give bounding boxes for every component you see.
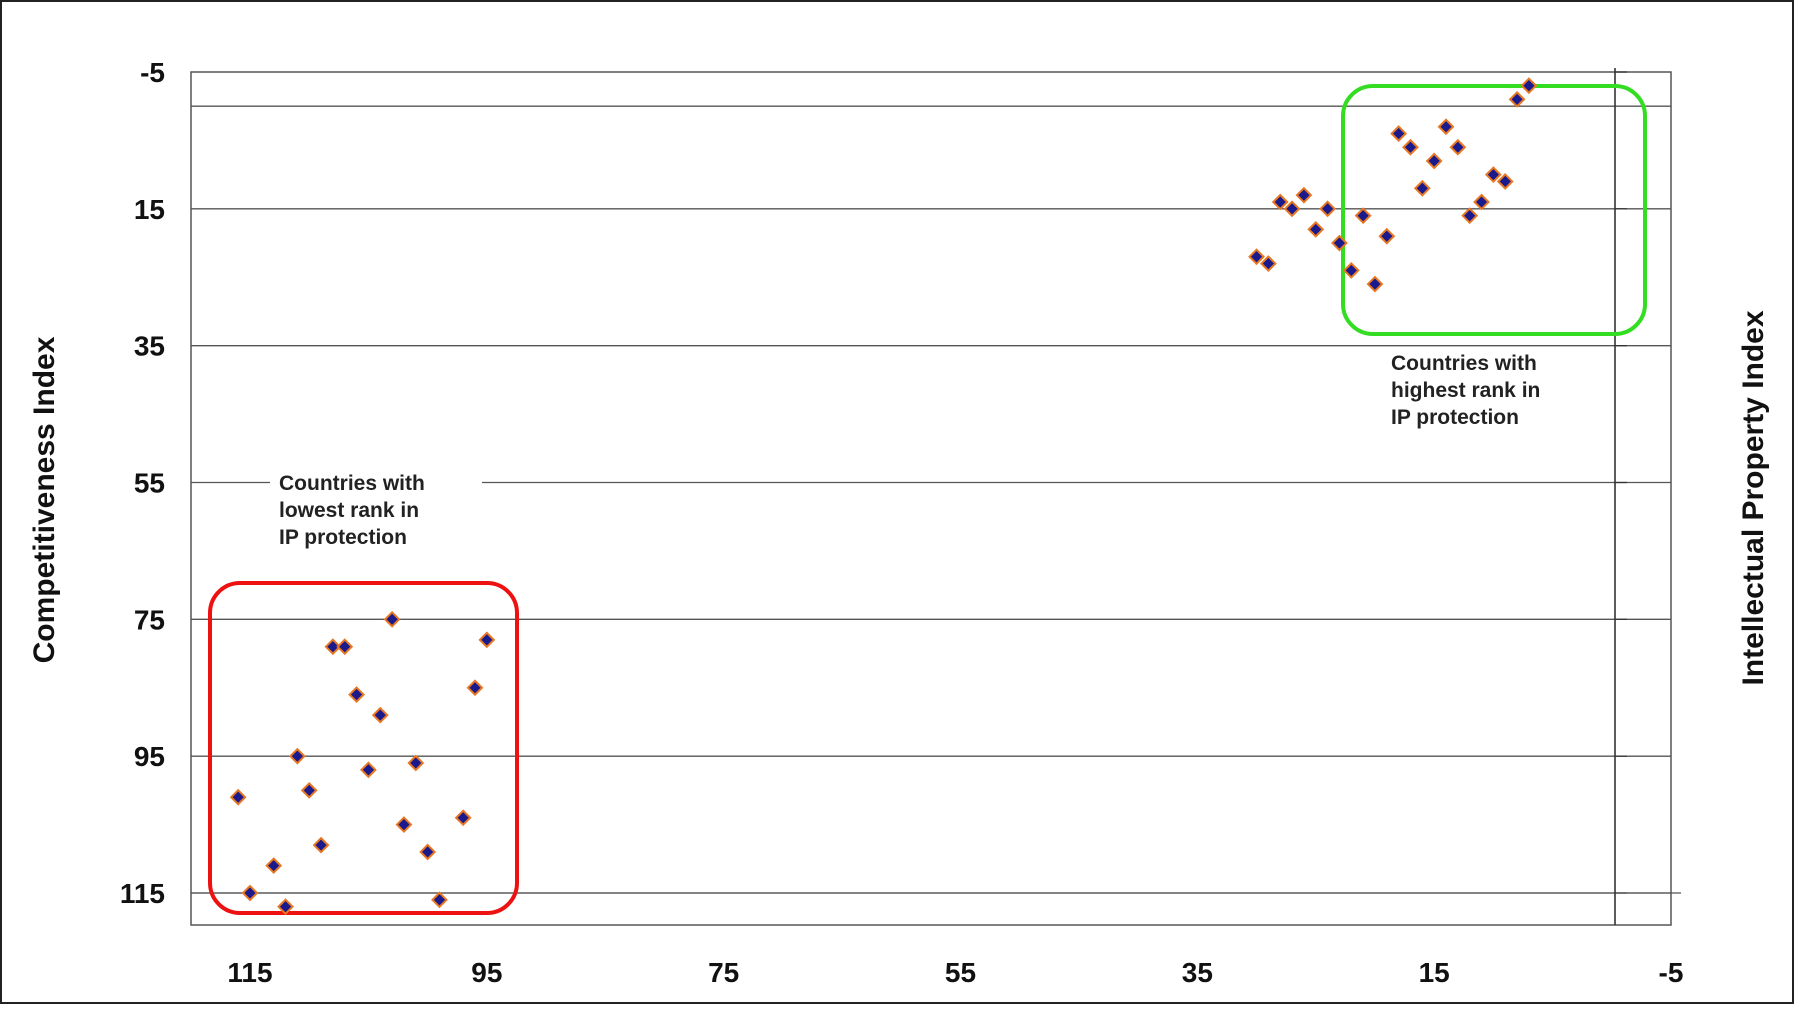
y-tick-label: 55 (134, 468, 165, 499)
data-point (478, 631, 496, 649)
data-point (300, 781, 318, 799)
data-point (1413, 179, 1431, 197)
data-point (1378, 227, 1396, 245)
data-point (1366, 275, 1384, 293)
data-point (371, 706, 389, 724)
lowest-rank-box (208, 581, 519, 915)
data-point (229, 788, 247, 806)
data-point (1496, 173, 1514, 190)
data-point (1307, 220, 1325, 238)
data-point (1473, 193, 1490, 211)
data-point (395, 816, 413, 833)
data-point (1331, 234, 1348, 252)
x-tick-label: 55 (945, 957, 976, 988)
x-tick-label: 115 (227, 957, 272, 988)
highest-rank-box (1341, 84, 1647, 336)
data-point (1248, 248, 1265, 266)
x-tick-label: 95 (471, 957, 502, 988)
data-point (324, 638, 342, 656)
data-point (431, 891, 448, 909)
data-point (419, 843, 437, 861)
data-point (1295, 186, 1313, 204)
x-tick-labels: 115 95 75 55 35 15 -5 (227, 957, 1683, 988)
data-point (1342, 261, 1360, 279)
data-point (241, 884, 259, 902)
data-point (466, 679, 484, 697)
data-point (383, 610, 401, 628)
data-point (1283, 200, 1301, 218)
data-points (229, 77, 1538, 916)
data-point (1484, 166, 1502, 184)
high-annotation-line-1: Countries with (1391, 352, 1537, 375)
high-annotation-line-3: IP protection (1391, 406, 1519, 429)
low-annotation-bg (270, 460, 482, 550)
x-tick-label: -5 (1659, 957, 1684, 988)
y-tick-label: 95 (134, 741, 165, 772)
data-point (1271, 193, 1289, 211)
data-point (1508, 90, 1526, 108)
data-point (454, 809, 472, 827)
y-axis-title: Competitiveness Index (28, 336, 61, 663)
data-point (1319, 200, 1337, 218)
data-point (360, 761, 377, 779)
data-point (1259, 255, 1277, 272)
y-tick-label: 115 (120, 878, 165, 909)
low-annotation-line-3: IP protection (279, 526, 407, 549)
data-point (1437, 118, 1455, 136)
y-tick-label: 75 (134, 604, 165, 635)
low-annotation-line-1: Countries with (279, 472, 425, 495)
data-point (1425, 152, 1443, 170)
y2-axis-title: Intellectual Property Index (1737, 310, 1770, 685)
data-point (1390, 125, 1408, 142)
data-point (1354, 207, 1372, 225)
data-point (407, 754, 425, 772)
y-tick-labels: -5 15 35 55 75 95 115 (120, 57, 165, 909)
y-tick-label: 35 (134, 331, 165, 362)
x-tick-label: 35 (1182, 957, 1213, 988)
data-point (1461, 207, 1479, 225)
data-point (288, 747, 306, 765)
data-point (1449, 138, 1467, 156)
low-annotation-line-2: lowest rank in (279, 499, 419, 522)
data-point (265, 857, 283, 875)
data-point (1402, 138, 1419, 156)
y-tick-label: 15 (134, 194, 165, 225)
data-point (348, 686, 365, 704)
data-point (1520, 77, 1538, 95)
x-tick-label: 75 (708, 957, 739, 988)
data-point (336, 638, 354, 656)
y-tick-label: -5 (140, 57, 165, 88)
high-annotation-line-2: highest rank in (1391, 379, 1540, 402)
data-point (277, 898, 294, 916)
x-tick-label: 15 (1419, 957, 1450, 988)
data-point (312, 836, 330, 854)
